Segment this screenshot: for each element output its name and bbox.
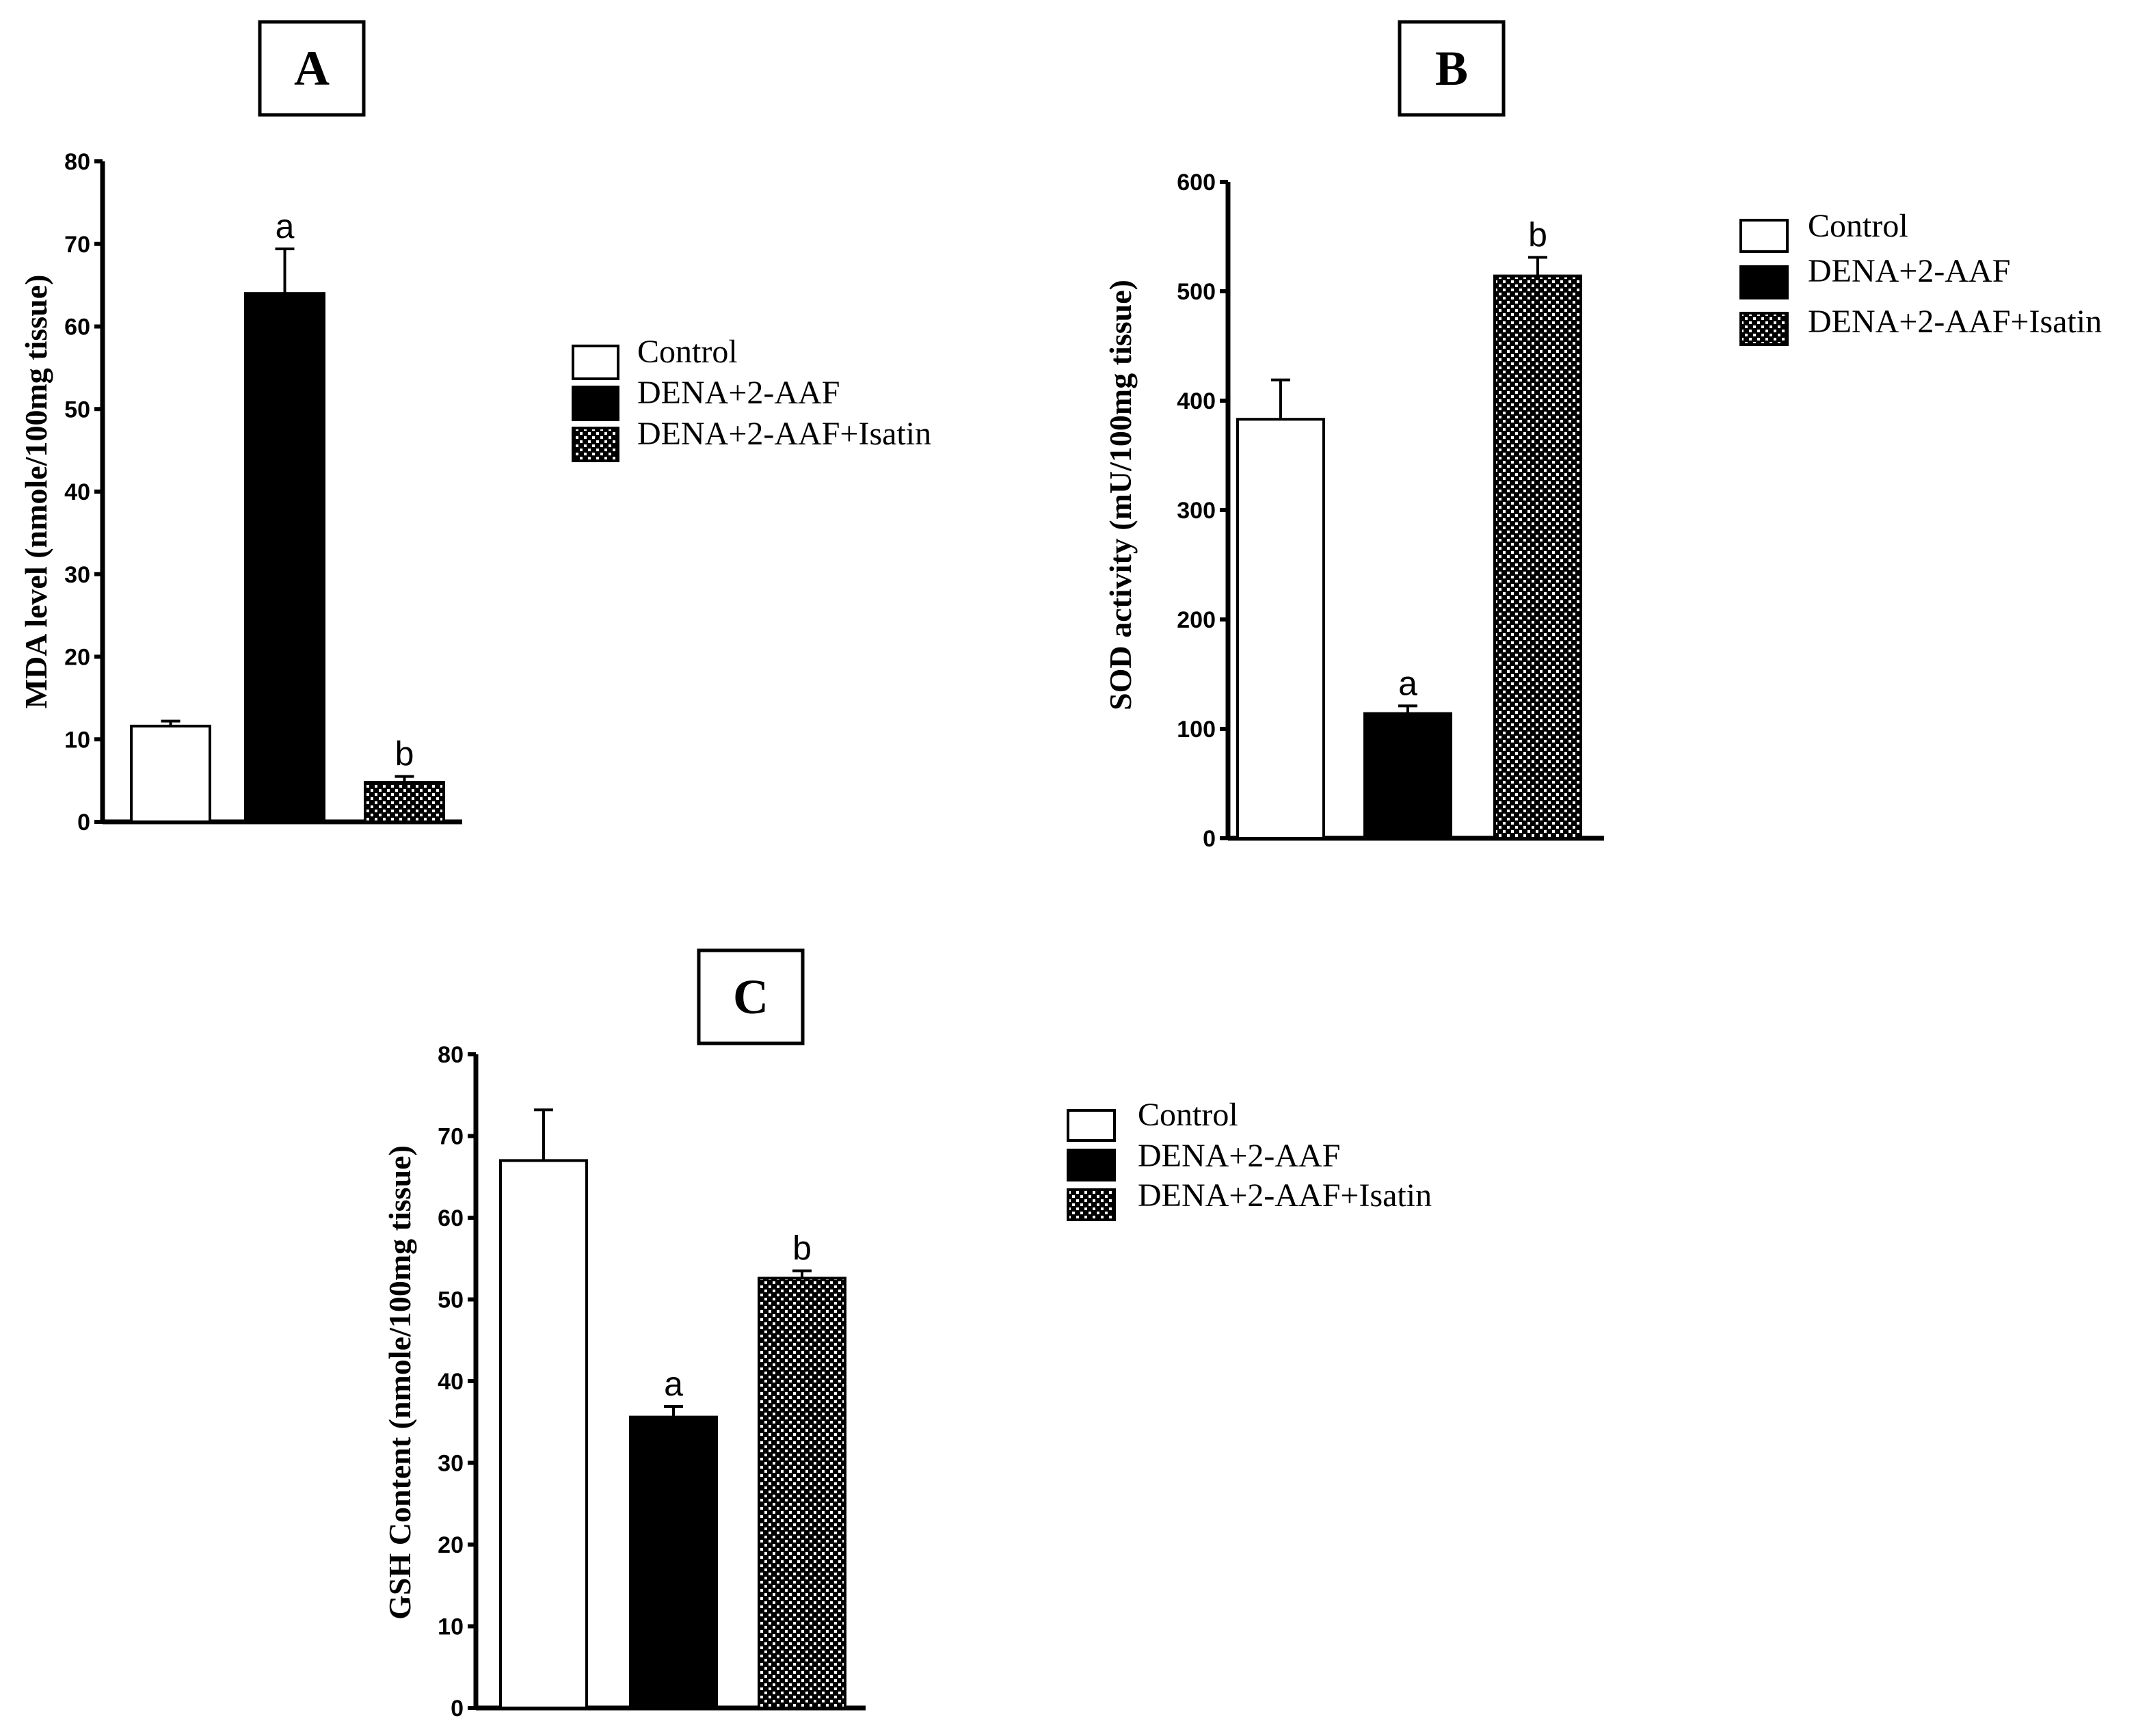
y-tick-label: 30 [438, 1451, 464, 1477]
y-tick-label: 40 [64, 479, 90, 505]
y-tick-label: 200 [1177, 607, 1216, 633]
bar [1363, 712, 1452, 840]
legend-swatch [572, 345, 619, 380]
y-tick-label: 60 [64, 315, 90, 340]
bar [629, 1415, 718, 1710]
bar [364, 781, 445, 824]
panel-label-box [697, 948, 805, 1045]
legend-swatch [1739, 312, 1789, 346]
significance-label: a [664, 1365, 683, 1403]
legend-swatch [572, 427, 619, 462]
bar [758, 1277, 846, 1710]
bar [499, 1159, 588, 1709]
y-tick-label: 80 [438, 1042, 464, 1068]
y-axis-title: GSH Content (nmole/100mg tissue) [382, 1145, 417, 1620]
y-tick-label: 0 [451, 1696, 464, 1722]
panel-c: C 0 10 20 30 40 50 60 70 80 GSH Content (nmole/100… [382, 948, 1432, 1722]
legend-swatch [1067, 1188, 1116, 1221]
legend-swatch [572, 386, 619, 421]
legend-swatch [1739, 265, 1789, 299]
y-tick-label: 70 [64, 232, 90, 258]
bar [1236, 418, 1325, 840]
panel-a: A 0 10 20 30 40 50 60 70 80 MDA level (nmole/100mg… [18, 20, 931, 836]
y-tick-label: 30 [64, 562, 90, 588]
bar [244, 292, 325, 823]
y-tick-label: 10 [438, 1614, 464, 1640]
legend-label: DENA+2-AAF [637, 375, 840, 411]
y-tick-label: 10 [64, 727, 90, 753]
legend-label: Control [637, 334, 738, 370]
y-tick-label: 50 [64, 397, 90, 423]
legend: Control DENA+2-AAF DENA+2-AAF+Isatin [1739, 208, 2102, 346]
legend-label: Control [1808, 208, 1908, 244]
panels: A 0 10 20 30 40 50 60 70 80 MDA level (nmole/100mg… [18, 20, 2102, 1722]
legend-swatch [1067, 1109, 1116, 1142]
y-tick-label: 40 [438, 1369, 464, 1395]
y-axis-title: SOD activity (mU/100mg tissue) [1103, 280, 1138, 710]
bar [130, 724, 211, 824]
significance-label: a [276, 207, 295, 245]
y-axis-title: MDA level (nmole/100mg tissue) [18, 275, 53, 709]
y-tick-label: 70 [438, 1124, 464, 1150]
bar [1493, 274, 1582, 840]
y-tick-label: 20 [438, 1532, 464, 1558]
significance-label: b [1528, 215, 1547, 254]
y-tick-label: 50 [438, 1287, 464, 1313]
significance-label: a [1398, 664, 1417, 702]
y-tick-label: 400 [1177, 388, 1216, 414]
y-tick-label: 0 [1203, 826, 1216, 852]
y-tick-label: 600 [1177, 170, 1216, 196]
panel-label: C [733, 970, 769, 1024]
legend-label: DENA+2-AAF [1138, 1138, 1340, 1174]
y-tick-label: 20 [64, 645, 90, 671]
legend-label: DENA+2-AAF+Isatin [637, 416, 931, 452]
legend-label: DENA+2-AAF+Isatin [1138, 1177, 1432, 1214]
panel-label: A [294, 41, 330, 96]
y-tick-label: 300 [1177, 498, 1216, 524]
legend-label: DENA+2-AAF+Isatin [1808, 304, 2102, 340]
legend-label: DENA+2-AAF [1808, 253, 2010, 289]
panel-label: B [1435, 41, 1468, 96]
legend: Control DENA+2-AAF DENA+2-AAF+Isatin [572, 334, 931, 462]
significance-label: b [792, 1229, 812, 1268]
y-tick-label: 100 [1177, 717, 1216, 743]
significance-label: b [395, 735, 414, 773]
legend-swatch [1739, 219, 1789, 253]
panel-b: B 0 100 200 300 400 500 600 SOD activity (mU/100… [1103, 20, 2102, 852]
legend-swatch [1067, 1149, 1116, 1181]
panel-label-box [258, 20, 366, 117]
y-tick-label: 0 [77, 810, 90, 836]
panel-label-box [1398, 20, 1506, 117]
y-tick-label: 500 [1177, 279, 1216, 305]
y-tick-label: 60 [438, 1205, 464, 1231]
legend-label: Control [1138, 1097, 1238, 1133]
y-tick-label: 80 [64, 149, 90, 175]
